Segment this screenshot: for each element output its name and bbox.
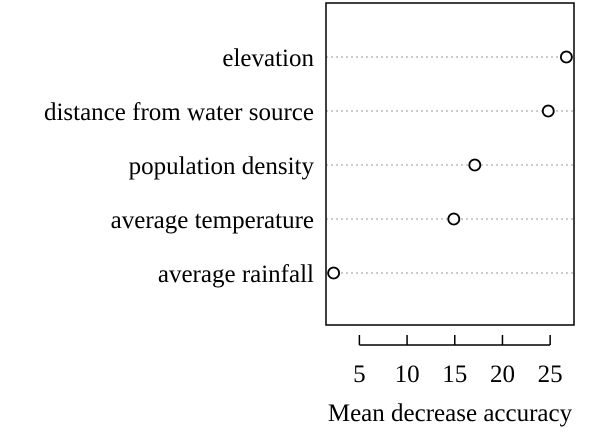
category-label: elevation: [222, 45, 314, 72]
data-points: [327, 50, 573, 280]
category-labels: elevation distance from water source popul…: [44, 45, 315, 288]
guide-lines: [326, 56, 574, 274]
x-tick-label: 15: [442, 361, 467, 388]
plot-frame: [325, 2, 575, 326]
data-point: [468, 158, 482, 172]
x-tick-label: 5: [353, 361, 366, 388]
data-point: [559, 50, 573, 64]
category-label: distance from water source: [44, 99, 314, 126]
data-point: [447, 212, 461, 226]
x-tick-label: 25: [538, 361, 563, 388]
data-point: [541, 104, 555, 118]
x-tick-label: 10: [395, 361, 420, 388]
x-axis-label: Mean decrease accuracy: [328, 400, 573, 427]
category-label: population density: [129, 153, 315, 180]
category-label: average rainfall: [158, 261, 314, 288]
category-label: average temperature: [111, 207, 314, 234]
x-axis: 5 10 15 20 25: [353, 335, 563, 388]
data-point: [327, 266, 341, 280]
x-tick-label: 20: [490, 361, 515, 388]
